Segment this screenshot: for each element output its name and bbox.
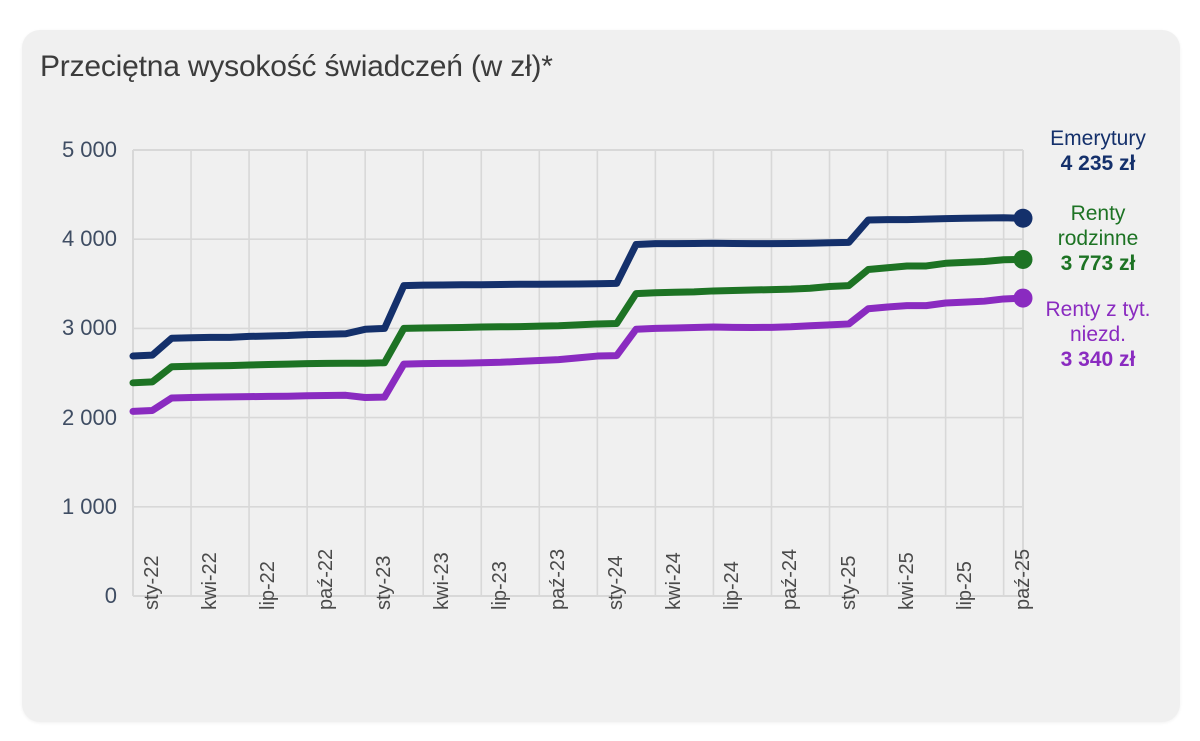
- y-axis-tick-label: 4 000: [61, 226, 117, 252]
- x-axis-tick-label: sty-22: [141, 555, 163, 610]
- y-axis-ticks: 5 000 4 000 3 000 2 000 1 000 0: [22, 30, 1180, 722]
- end-markers-group: [1013, 208, 1033, 308]
- series-label-renty-rodzinne-value: 3 773 zł: [1060, 251, 1136, 275]
- x-axis-tick-label: sty-24: [605, 555, 628, 610]
- x-axis-tick-label: paź-23: [547, 548, 570, 610]
- x-axis-tick-label: kwi-22: [199, 552, 222, 610]
- x-axis-tick-label: kwi-23: [431, 552, 454, 610]
- series-label-renty-rodzinne: Renty rodzinne 3 773 zł: [1022, 202, 1174, 276]
- x-axis-tick-label: lip-22: [257, 561, 280, 610]
- x-axis-tick-label: sty-25: [837, 555, 860, 610]
- series-line-2: [129, 294, 1027, 415]
- line-chart-svg: [129, 149, 1033, 597]
- x-axis-tick-label: paź-24: [779, 548, 802, 610]
- y-axis-tick-label: 1 000: [61, 493, 117, 519]
- series-end-marker-0: [1013, 208, 1033, 228]
- x-axis-tick-label: paź-25: [1011, 548, 1034, 610]
- x-axis-tick-label: lip-23: [489, 561, 512, 610]
- x-axis-ticks: sty-22 kwi-22 lip-22 paź-22 sty-23 kwi-23 lip-…: [22, 30, 1180, 722]
- series-label-renty-niezdolnosc-name-line2: niezd.: [1069, 322, 1127, 346]
- series-group: [129, 214, 1027, 415]
- series-label-renty-niezdolnosc-name-line1: Renty z tyt.: [1045, 298, 1151, 321]
- x-axis-tick-label: sty-23: [373, 555, 396, 610]
- series-label-renty-niezdolnosc: Renty z tyt. niezd. 3 340 zł: [1018, 298, 1178, 372]
- x-axis-tick-label: kwi-24: [663, 552, 686, 610]
- series-line-1: [129, 255, 1027, 387]
- y-axis-tick-label: 5 000: [61, 137, 117, 162]
- series-line-0: [129, 214, 1027, 360]
- gridlines-group: [132, 149, 1024, 597]
- series-label-renty-niezdolnosc-value: 3 340 zł: [1060, 347, 1136, 371]
- series-label-renty-rodzinne-name-line1: Renty: [1070, 202, 1126, 225]
- x-axis-tick-label: lip-24: [721, 561, 744, 610]
- x-axis-tick-label: lip-25: [953, 561, 976, 610]
- series-label-renty-rodzinne-name-line2: rodzinne: [1057, 226, 1139, 250]
- series-end-marker-1: [1013, 249, 1033, 269]
- chart-plot-area: 5 000 4 000 3 000 2 000 1 000 0 sty-22 kwi-22 l…: [22, 30, 1180, 722]
- page-title: Przeciętna wysokość świadczeń (w zł)*: [40, 50, 553, 83]
- series-end-marker-2: [1013, 288, 1033, 308]
- y-axis-tick-label: 2 000: [61, 404, 117, 430]
- series-label-emerytury: Emerytury 4 235 zł: [1022, 127, 1174, 177]
- y-axis-tick-label: 3 000: [61, 315, 117, 341]
- chart-card: Przeciętna wysokość świadczeń (w zł)* 5 …: [22, 30, 1180, 722]
- series-label-emerytury-value: 4 235 zł: [1060, 151, 1136, 175]
- series-label-emerytury-name: Emerytury: [1050, 127, 1146, 150]
- y-axis-tick-label: 0: [104, 583, 117, 608]
- x-axis-tick-label: paź-22: [315, 548, 338, 610]
- x-axis-tick-label: kwi-25: [895, 552, 918, 610]
